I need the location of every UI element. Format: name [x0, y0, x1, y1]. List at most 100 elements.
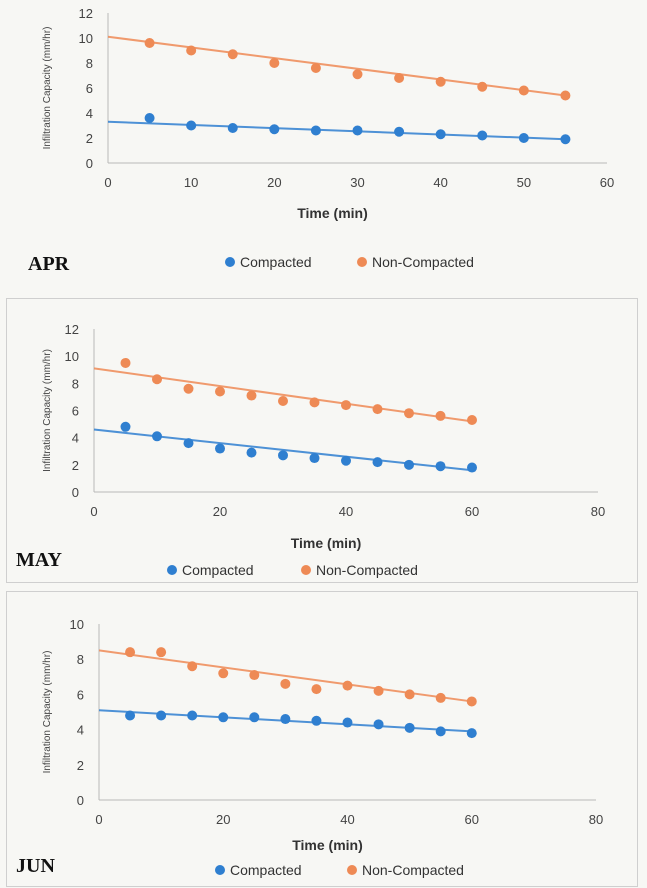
data-point-non-compacted	[120, 357, 131, 368]
month-label: APR	[28, 253, 70, 275]
y-tick-label: 2	[86, 131, 93, 146]
data-point-non-compacted	[249, 670, 260, 681]
data-point-compacted	[404, 722, 415, 733]
data-point-non-compacted	[435, 692, 446, 703]
legend-marker-compacted	[225, 257, 235, 267]
data-point-compacted	[125, 710, 136, 721]
legend-marker-non-compacted	[347, 865, 357, 875]
x-axis-label: Time (min)	[297, 205, 368, 221]
data-point-compacted	[373, 719, 384, 730]
x-tick-label: 40	[339, 504, 353, 519]
chart-may: 0 2 4 6 8 10 12 0 20 40 60 80 Infiltration Capacity …	[16, 322, 605, 578]
trendline-non-compacted	[93, 367, 473, 423]
y-tick-label: 2	[77, 758, 84, 773]
data-point-non-compacted	[404, 408, 414, 419]
data-point-non-compacted	[183, 383, 194, 394]
data-point-compacted	[187, 710, 198, 721]
data-point-compacted	[280, 714, 291, 725]
data-point-non-compacted	[341, 400, 351, 411]
x-tick-label: 60	[465, 504, 479, 519]
data-point-compacted	[249, 712, 260, 723]
y-tick-label: 0	[72, 485, 79, 500]
legend-marker-compacted	[167, 565, 177, 575]
data-point-non-compacted	[278, 395, 288, 406]
legend-label-compacted: Compacted	[230, 862, 302, 878]
data-point-compacted	[310, 125, 321, 136]
x-tick-label: 0	[104, 175, 111, 190]
y-tick-label: 8	[77, 652, 84, 667]
y-tick-label: 10	[79, 31, 93, 46]
x-tick-label: 60	[465, 812, 479, 827]
data-point-compacted	[477, 130, 488, 141]
legend-marker-non-compacted	[357, 257, 367, 267]
y-axis-label: Infiltration Capacity (mm/hr)	[42, 27, 53, 150]
data-point-non-compacted	[187, 661, 198, 672]
x-tick-label: 20	[216, 812, 230, 827]
chart-apr: 0 2 4 6 8 10 12 0 10 20 30 40 50 60 Infiltration Capac…	[28, 6, 614, 275]
data-point-compacted	[372, 457, 383, 468]
x-tick-label: 0	[90, 504, 97, 519]
y-tick-label: 12	[65, 322, 79, 337]
trendline-non-compacted	[98, 649, 472, 703]
data-point-non-compacted	[156, 647, 167, 658]
x-tick-label: 80	[589, 812, 603, 827]
y-tick-label: 0	[86, 156, 93, 171]
data-point-compacted	[435, 726, 446, 737]
data-point-compacted	[466, 728, 477, 739]
x-tick-label: 10	[184, 175, 198, 190]
x-tick-label: 80	[591, 504, 605, 519]
chart-panel-jun: 0 2 4 6 8 10 0 20 40 60 80 Infiltration Capacity (m…	[0, 591, 647, 888]
x-tick-label: 60	[600, 175, 614, 190]
legend-label-non-compacted: Non-Compacted	[372, 254, 474, 270]
panel-border	[6, 298, 638, 583]
x-axis-label: Time (min)	[292, 837, 363, 853]
data-point-compacted	[120, 421, 131, 432]
x-tick-label: 30	[350, 175, 364, 190]
data-point-compacted	[309, 453, 320, 464]
data-point-compacted	[246, 447, 257, 458]
trendline-non-compacted	[107, 35, 566, 97]
legend-label-non-compacted: Non-Compacted	[316, 562, 418, 578]
data-point-non-compacted	[352, 69, 363, 80]
y-tick-label: 6	[77, 687, 84, 702]
legend-marker-non-compacted	[301, 565, 311, 575]
x-tick-label: 40	[340, 812, 354, 827]
chart-jun: 0 2 4 6 8 10 0 20 40 60 80 Infiltration Capacity (m…	[16, 617, 603, 878]
legend-label-non-compacted: Non-Compacted	[362, 862, 464, 878]
data-point-non-compacted	[280, 678, 291, 689]
data-point-non-compacted	[215, 386, 225, 397]
data-point-non-compacted	[342, 680, 353, 691]
x-tick-label: 0	[95, 812, 102, 827]
data-point-non-compacted	[518, 85, 529, 96]
data-point-compacted	[404, 459, 414, 470]
data-point-compacted	[518, 133, 529, 143]
data-point-non-compacted	[466, 696, 477, 707]
month-label: MAY	[16, 549, 62, 571]
data-point-compacted	[144, 113, 155, 123]
data-point-compacted	[186, 120, 197, 131]
y-tick-label: 6	[86, 81, 93, 96]
x-axis-label: Time (min)	[291, 535, 362, 551]
data-point-non-compacted	[372, 404, 383, 415]
y-tick-label: 4	[72, 431, 79, 446]
data-point-compacted	[152, 431, 162, 442]
data-point-compacted	[227, 123, 238, 133]
y-tick-label: 4	[77, 723, 84, 738]
data-point-compacted	[269, 124, 280, 135]
data-point-non-compacted	[144, 38, 155, 48]
data-point-non-compacted	[218, 668, 229, 679]
data-point-non-compacted	[246, 390, 257, 401]
legend-label-compacted: Compacted	[182, 562, 254, 578]
data-point-non-compacted	[435, 410, 446, 421]
data-point-non-compacted	[394, 73, 405, 83]
y-tick-label: 8	[72, 376, 79, 391]
data-point-non-compacted	[373, 685, 384, 696]
chart-panel-apr: 0 2 4 6 8 10 12 0 10 20 30 40 50 60 Infiltration Capac…	[0, 0, 647, 290]
data-point-compacted	[183, 438, 194, 449]
data-point-compacted	[341, 455, 351, 466]
data-point-compacted	[156, 710, 167, 721]
data-point-non-compacted	[227, 49, 238, 60]
data-point-compacted	[311, 715, 322, 726]
trendline-compacted	[107, 120, 566, 141]
